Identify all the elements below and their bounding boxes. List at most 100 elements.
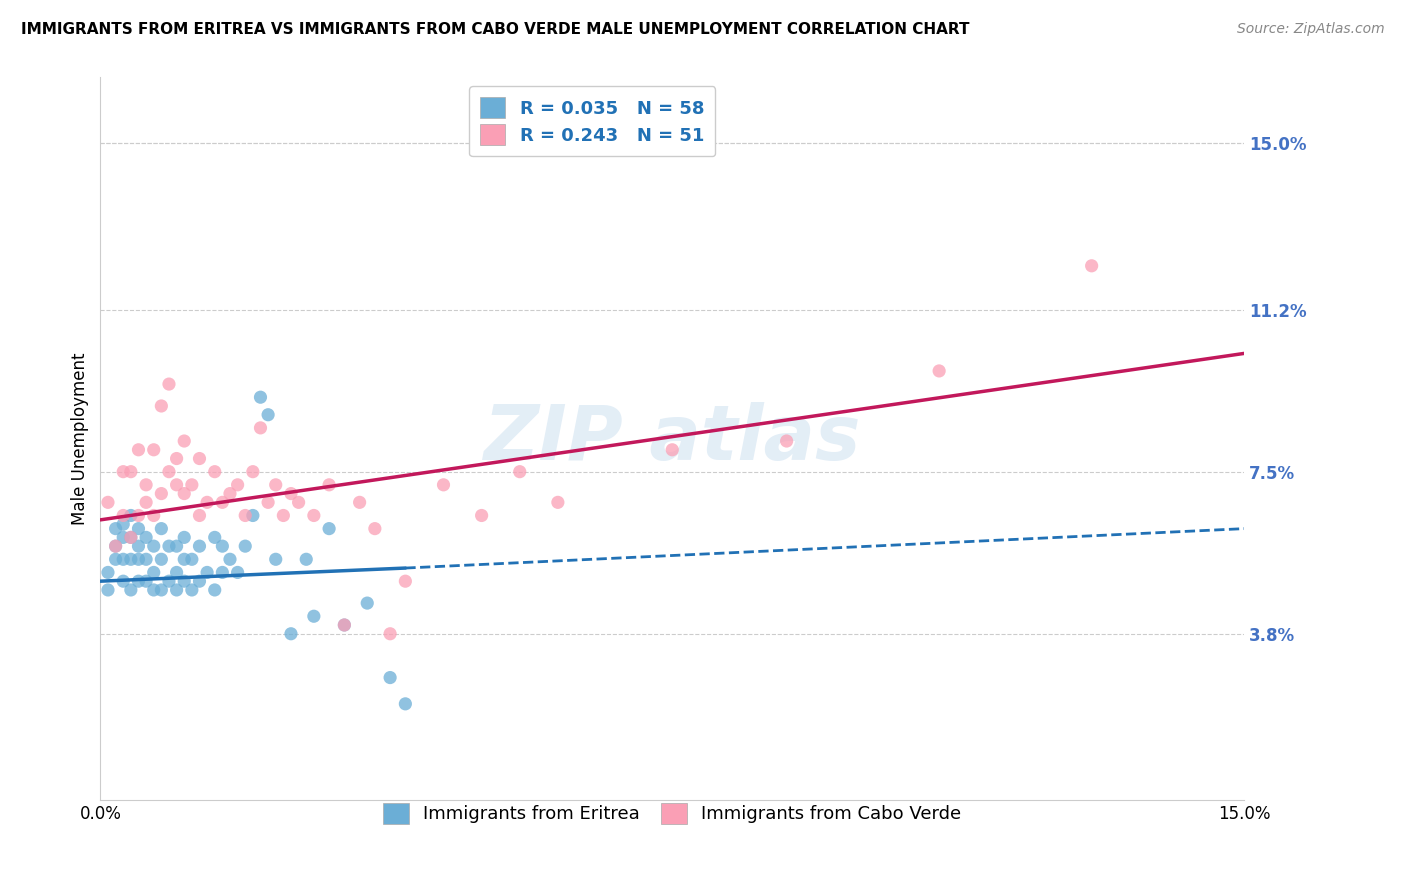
Point (378, 671, 401, 685)
Point (97, 566, 120, 580)
Text: IMMIGRANTS FROM ERITREA VS IMMIGRANTS FROM CABO VERDE MALE UNEMPLOYMENT CORRELAT: IMMIGRANTS FROM ERITREA VS IMMIGRANTS FR… (21, 22, 970, 37)
Point (356, 596, 378, 610)
Point (104, 539, 127, 553)
Point (166, 566, 188, 580)
Point (219, 552, 242, 566)
Point (142, 442, 165, 457)
Point (173, 434, 195, 448)
Point (233, 539, 256, 553)
Point (120, 552, 142, 566)
Point (188, 451, 211, 466)
Point (127, 522, 149, 536)
Point (97, 582, 120, 597)
Point (394, 697, 416, 711)
Point (471, 508, 494, 523)
Point (173, 530, 195, 544)
Point (257, 408, 280, 422)
Point (204, 465, 226, 479)
Point (280, 486, 302, 500)
Point (173, 486, 195, 500)
Point (264, 478, 287, 492)
Point (264, 552, 287, 566)
Text: ZIP atlas: ZIP atlas (484, 401, 860, 475)
Point (188, 574, 211, 589)
Point (127, 574, 149, 589)
Point (204, 582, 226, 597)
Point (233, 508, 256, 523)
Point (180, 552, 202, 566)
Point (135, 495, 157, 509)
Point (302, 609, 325, 624)
Point (1080, 259, 1102, 273)
Legend: Immigrants from Eritrea, Immigrants from Cabo Verde: Immigrants from Eritrea, Immigrants from… (373, 792, 972, 835)
Point (547, 495, 569, 509)
Point (364, 522, 387, 536)
Point (302, 508, 325, 523)
Point (120, 530, 142, 544)
Point (127, 539, 149, 553)
Point (112, 465, 135, 479)
Point (104, 522, 127, 536)
Point (333, 618, 356, 632)
Point (120, 465, 142, 479)
Point (112, 530, 135, 544)
Point (142, 508, 165, 523)
Point (394, 574, 416, 589)
Point (166, 582, 188, 597)
Point (97, 495, 120, 509)
Point (157, 465, 180, 479)
Point (120, 582, 142, 597)
Point (928, 364, 950, 378)
Point (257, 495, 280, 509)
Point (318, 478, 340, 492)
Point (157, 539, 180, 553)
Point (318, 522, 340, 536)
Point (127, 552, 149, 566)
Point (188, 508, 211, 523)
Point (104, 552, 127, 566)
Point (150, 486, 173, 500)
Point (180, 478, 202, 492)
Point (157, 377, 180, 392)
Point (150, 582, 173, 597)
Point (142, 582, 165, 597)
Point (127, 508, 149, 523)
Point (378, 626, 401, 640)
Point (180, 582, 202, 597)
Point (204, 530, 226, 544)
Point (211, 495, 233, 509)
Point (249, 390, 271, 404)
Point (242, 465, 264, 479)
Point (104, 539, 127, 553)
Point (166, 478, 188, 492)
Point (150, 399, 173, 413)
Point (195, 495, 218, 509)
Point (280, 626, 302, 640)
Point (112, 517, 135, 532)
Point (219, 486, 242, 500)
Point (211, 539, 233, 553)
Point (333, 618, 356, 632)
Point (166, 539, 188, 553)
Point (150, 522, 173, 536)
Y-axis label: Male Unemployment: Male Unemployment (72, 352, 89, 525)
Point (775, 434, 797, 448)
Text: Source: ZipAtlas.com: Source: ZipAtlas.com (1237, 22, 1385, 37)
Point (135, 530, 157, 544)
Point (349, 495, 371, 509)
Point (287, 495, 309, 509)
Point (173, 552, 195, 566)
Point (509, 465, 531, 479)
Point (142, 539, 165, 553)
Point (120, 508, 142, 523)
Point (273, 508, 295, 523)
Point (226, 478, 249, 492)
Point (120, 530, 142, 544)
Point (226, 566, 249, 580)
Point (157, 574, 180, 589)
Point (661, 442, 683, 457)
Point (432, 478, 454, 492)
Point (112, 574, 135, 589)
Point (135, 552, 157, 566)
Point (188, 539, 211, 553)
